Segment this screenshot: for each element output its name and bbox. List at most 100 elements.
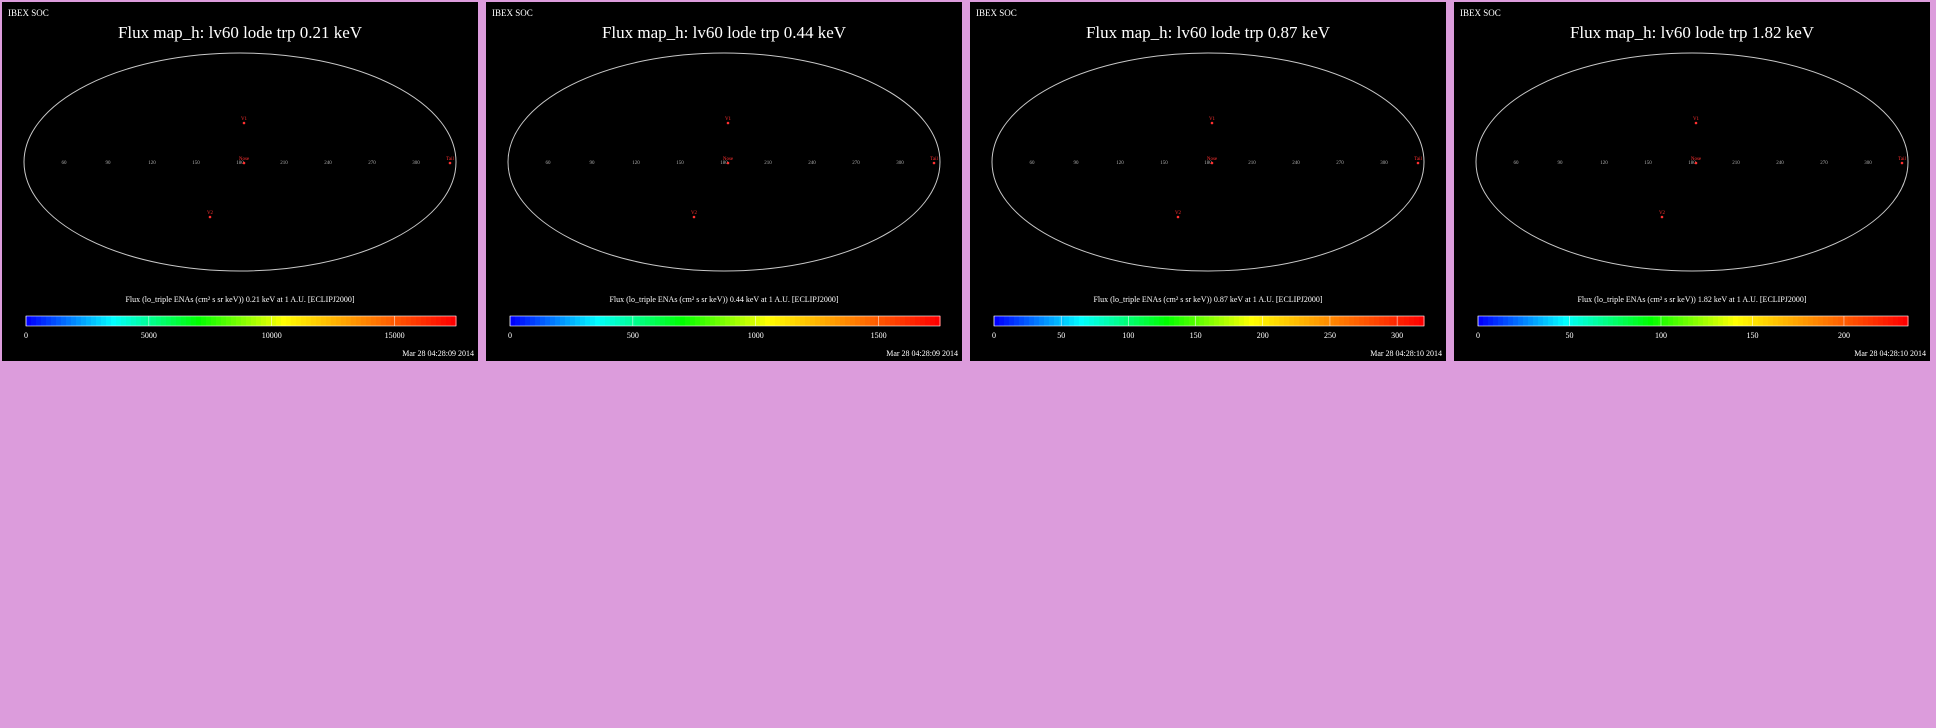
colorbar-segment bbox=[590, 316, 596, 326]
colorbar-segment bbox=[1304, 316, 1310, 326]
map-title: Flux map_h: lv60 lode trp 0.87 keV bbox=[1086, 23, 1331, 42]
colorbar-segment bbox=[1798, 316, 1804, 326]
colorbar-segment bbox=[271, 316, 277, 326]
colorbar-caption: Flux (lo_triple ENAs (cm² s sr keV)) 1.8… bbox=[1577, 295, 1806, 304]
colorbar-segment bbox=[1059, 316, 1065, 326]
marker-dot bbox=[448, 161, 452, 165]
marker-dot bbox=[1694, 161, 1698, 165]
colorbar-segment bbox=[1334, 316, 1340, 326]
map-title: Flux map_h: lv60 lode trp 0.21 keV bbox=[118, 23, 363, 42]
colorbar-segment bbox=[1174, 316, 1180, 326]
colorbar-tick-label: 10000 bbox=[262, 331, 282, 340]
colorbar-segment bbox=[1144, 316, 1150, 326]
colorbar-segment bbox=[865, 316, 871, 326]
colorbar-segment bbox=[1259, 316, 1265, 326]
colorbar-segment bbox=[1239, 316, 1245, 326]
colorbar-segment bbox=[401, 316, 407, 326]
colorbar-segment bbox=[441, 316, 447, 326]
colorbar-segment bbox=[555, 316, 561, 326]
marker-dot bbox=[932, 161, 936, 165]
colorbar-segment bbox=[1189, 316, 1195, 326]
colorbar-segment bbox=[580, 316, 586, 326]
colorbar-caption: Flux (lo_triple ENAs (cm² s sr keV)) 0.8… bbox=[1093, 295, 1322, 304]
colorbar-segment bbox=[680, 316, 686, 326]
longitude-label: 90 bbox=[106, 161, 112, 166]
colorbar-segment bbox=[1773, 316, 1779, 326]
longitude-label: 60 bbox=[546, 161, 552, 166]
colorbar-segment bbox=[1014, 316, 1020, 326]
colorbar-segment bbox=[1548, 316, 1554, 326]
colorbar-segment bbox=[166, 316, 172, 326]
colorbar-segment bbox=[156, 316, 162, 326]
colorbar-segment bbox=[1573, 316, 1579, 326]
colorbar-segment bbox=[1863, 316, 1869, 326]
colorbar-segment bbox=[316, 316, 322, 326]
colorbar-segment bbox=[346, 316, 352, 326]
colorbar-segment bbox=[1538, 316, 1544, 326]
colorbar-segment bbox=[1179, 316, 1185, 326]
colorbar-tick-label: 0 bbox=[508, 331, 512, 340]
colorbar-segment bbox=[1054, 316, 1060, 326]
colorbar-segment bbox=[1838, 316, 1844, 326]
colorbar-segment bbox=[760, 316, 766, 326]
colorbar-segment bbox=[705, 316, 711, 326]
colorbar-segment bbox=[855, 316, 861, 326]
colorbar-segment bbox=[830, 316, 836, 326]
colorbar-segment bbox=[1354, 316, 1360, 326]
colorbar-segment bbox=[645, 316, 651, 326]
colorbar-segment bbox=[1663, 316, 1669, 326]
colorbar-segment bbox=[1109, 316, 1115, 326]
marker-label: V1 bbox=[725, 117, 732, 122]
colorbar-segment bbox=[1768, 316, 1774, 326]
colorbar-segment bbox=[1508, 316, 1514, 326]
colorbar-segment bbox=[625, 316, 631, 326]
colorbar-segment bbox=[535, 316, 541, 326]
colorbar-segment bbox=[131, 316, 137, 326]
marker-label: V1 bbox=[1209, 117, 1216, 122]
colorbar-segment bbox=[1279, 316, 1285, 326]
colorbar-segment bbox=[510, 316, 516, 326]
colorbar-segment bbox=[765, 316, 771, 326]
colorbar-segment bbox=[600, 316, 606, 326]
colorbar-segment bbox=[605, 316, 611, 326]
colorbar-segment bbox=[870, 316, 876, 326]
header-label: IBEX SOC bbox=[492, 8, 533, 18]
colorbar-segment bbox=[1823, 316, 1829, 326]
colorbar-segment bbox=[1503, 316, 1509, 326]
colorbar-segment bbox=[1818, 316, 1824, 326]
colorbar-segment bbox=[1009, 316, 1015, 326]
colorbar-segment bbox=[256, 316, 262, 326]
colorbar-segment bbox=[1618, 316, 1624, 326]
colorbar-segment bbox=[515, 316, 521, 326]
marker-dot bbox=[1416, 161, 1420, 165]
colorbar-segment bbox=[66, 316, 72, 326]
colorbar-segment bbox=[406, 316, 412, 326]
colorbar-segment bbox=[1034, 316, 1040, 326]
longitude-label: 120 bbox=[632, 161, 640, 166]
colorbar-segment bbox=[1344, 316, 1350, 326]
marker-dot bbox=[208, 215, 212, 219]
colorbar-segment bbox=[1778, 316, 1784, 326]
colorbar-segment bbox=[1064, 316, 1070, 326]
colorbar-segment bbox=[1339, 316, 1345, 326]
marker-dot bbox=[1210, 161, 1214, 165]
colorbar-segment bbox=[860, 316, 866, 326]
colorbar-segment bbox=[1558, 316, 1564, 326]
longitude-label: 90 bbox=[1074, 161, 1080, 166]
colorbar-segment bbox=[1738, 316, 1744, 326]
colorbar-segment bbox=[1478, 316, 1484, 326]
colorbar-segment bbox=[1623, 316, 1629, 326]
flux-map-panel: IBEX SOC Flux map_h: lv60 lode trp 0.87 k… bbox=[968, 0, 1448, 363]
colorbar-segment bbox=[755, 316, 761, 326]
flux-map-svg: IBEX SOC Flux map_h: lv60 lode trp 1.82 k… bbox=[1460, 8, 1926, 358]
colorbar-segment bbox=[96, 316, 102, 326]
colorbar-segment bbox=[560, 316, 566, 326]
marker-dot bbox=[242, 121, 246, 125]
colorbar-segment bbox=[1029, 316, 1035, 326]
colorbar-segment bbox=[321, 316, 327, 326]
colorbar-segment bbox=[710, 316, 716, 326]
colorbar-segment bbox=[86, 316, 92, 326]
colorbar-segment bbox=[1533, 316, 1539, 326]
colorbar-segment bbox=[1833, 316, 1839, 326]
colorbar-segment bbox=[910, 316, 916, 326]
